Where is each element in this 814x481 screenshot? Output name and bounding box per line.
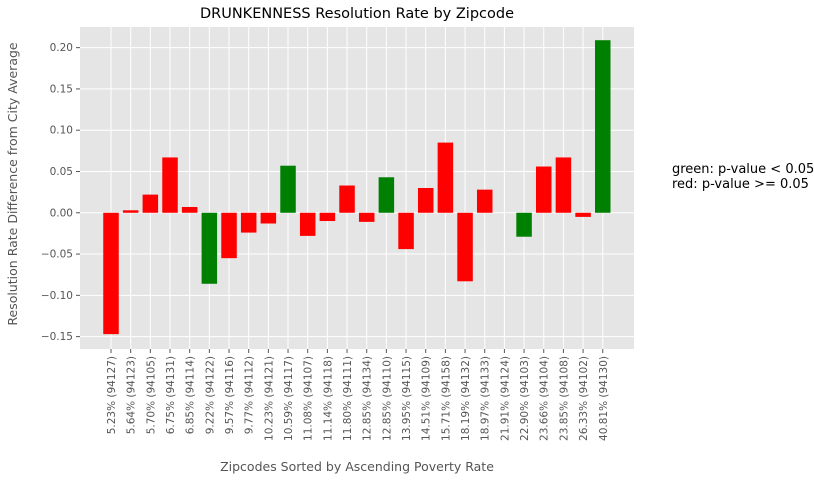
x-tick-label: 14.51% (94109) <box>421 356 433 441</box>
y-tick-label: −0.05 <box>41 249 73 261</box>
y-tick-label: −0.15 <box>41 331 73 343</box>
bar <box>339 185 355 213</box>
x-tick-label: 6.75% (94131) <box>165 356 177 434</box>
chart-title: DRUNKENNESS Resolution Rate by Zipcode <box>200 6 514 22</box>
bar <box>378 177 395 213</box>
y-tick-label: −0.10 <box>41 290 73 302</box>
y-tick-label: 0.00 <box>50 207 73 219</box>
y-tick-label: 0.15 <box>50 83 73 95</box>
bar <box>122 210 139 213</box>
bar <box>535 166 552 213</box>
x-tick-label: 6.85% (94114) <box>185 356 197 434</box>
y-tick-label: 0.05 <box>50 166 73 178</box>
bar <box>319 212 336 222</box>
bar <box>457 212 473 282</box>
x-tick-label: 40.81% (94130) <box>598 356 610 441</box>
y-axis-label: Resolution Rate Difference from City Ave… <box>5 42 20 326</box>
x-tick-label: 13.95% (94115) <box>401 356 413 441</box>
x-tick-label: 9.77% (94112) <box>244 356 256 434</box>
bar <box>240 212 257 233</box>
x-tick-label: 23.66% (94104) <box>539 356 551 441</box>
x-tick-label: 11.80% (94111) <box>342 356 354 441</box>
bar <box>595 40 611 213</box>
x-tick-label: 5.64% (94123) <box>126 356 138 434</box>
x-tick-label: 5.23% (94127) <box>106 356 118 434</box>
bar <box>280 165 296 213</box>
bars <box>103 40 611 335</box>
bar <box>162 157 178 213</box>
legend-note-red: red: p-value >= 0.05 <box>672 177 809 192</box>
x-tick-label: 11.14% (94118) <box>322 356 334 441</box>
bar <box>142 194 159 213</box>
bar <box>516 212 532 237</box>
bar <box>398 212 414 250</box>
legend-note-green: green: p-value < 0.05 <box>672 162 814 177</box>
bar <box>417 188 434 213</box>
x-tick-label: 11.08% (94107) <box>303 356 315 441</box>
x-tick-label: 18.97% (94133) <box>480 356 492 441</box>
x-axis-label: Zipcodes Sorted by Ascending Poverty Rat… <box>220 459 494 474</box>
bar <box>299 212 316 236</box>
x-tick-label: 9.22% (94122) <box>204 356 216 434</box>
bar <box>181 206 198 213</box>
x-tick-label: 23.85% (94108) <box>558 356 570 441</box>
y-tick-labels: −0.15 −0.10 −0.05 0.00 0.05 0.10 0.15 0.20 <box>41 42 80 343</box>
x-tick-label: 12.85% (94134) <box>362 356 374 441</box>
x-tick-label: 18.19% (94132) <box>460 356 472 441</box>
x-tick-label: 5.70% (94105) <box>145 356 157 434</box>
grid-lines <box>80 27 634 349</box>
bar <box>575 212 591 217</box>
x-tick-label: 22.90% (94103) <box>519 356 531 441</box>
x-tick-label: 9.57% (94116) <box>224 356 236 434</box>
x-tick-label: 10.59% (94117) <box>283 356 295 441</box>
x-tick-label: 12.85% (94110) <box>381 356 393 441</box>
bar <box>201 212 218 284</box>
bar <box>476 189 493 213</box>
x-tick-label: 26.33% (94102) <box>578 356 590 441</box>
bar <box>555 157 572 213</box>
x-tick-label: 15.71% (94158) <box>440 356 452 441</box>
bar <box>103 212 119 335</box>
y-tick-label: 0.10 <box>50 125 73 137</box>
bar <box>437 142 454 213</box>
y-tick-label: 0.20 <box>50 42 73 54</box>
x-tick-labels: 5.23% (94127) 5.64% (94123) 5.70% (94105) 6… <box>106 349 610 441</box>
x-tick-label: 21.91% (94124) <box>499 356 511 441</box>
bar <box>221 212 237 259</box>
x-tick-label: 10.23% (94121) <box>263 356 275 441</box>
bar <box>260 212 277 224</box>
bar <box>358 212 375 222</box>
